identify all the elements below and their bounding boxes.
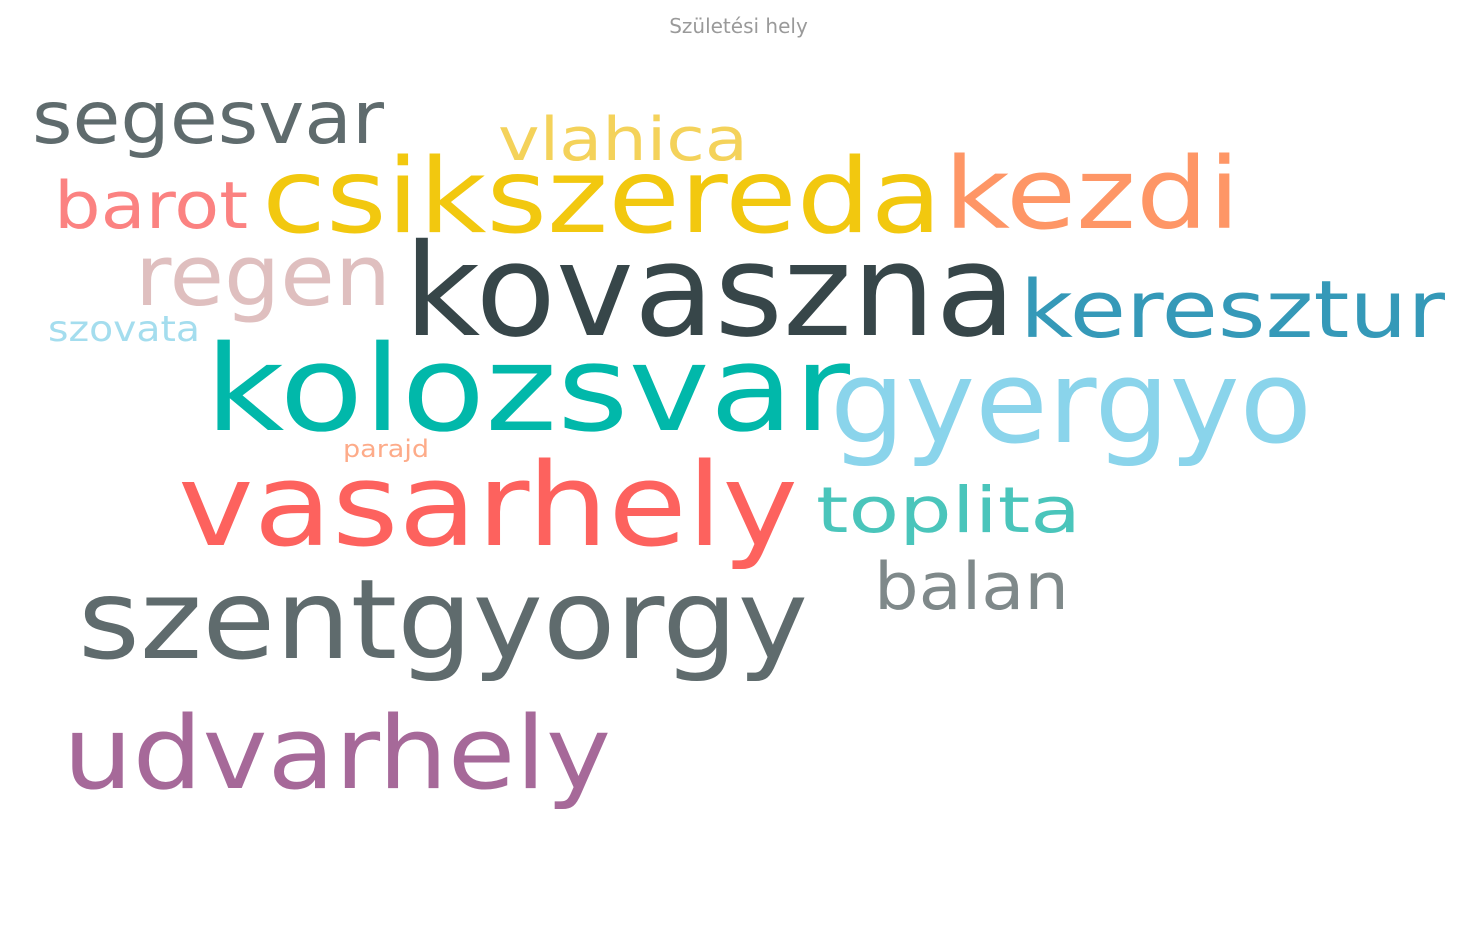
word-vlahica: vlahica	[498, 105, 748, 175]
word-regen: regen	[135, 227, 391, 326]
word-segesvar: segesvar	[32, 76, 385, 161]
word-toplita: toplita	[816, 474, 1081, 547]
word-barot: barot	[54, 169, 248, 244]
word-kolozsvar: kolozsvar	[205, 321, 850, 459]
word-szovata: szovata	[48, 309, 200, 350]
word-keresztur: keresztur	[1020, 264, 1446, 356]
word-udvarhely: udvarhely	[63, 694, 611, 812]
word-vasarhely: vasarhely	[178, 439, 798, 573]
word-balan: balan	[874, 550, 1069, 625]
word-kezdi: kezdi	[944, 137, 1240, 252]
word-parajd: parajd	[343, 435, 429, 463]
word-gyergyo: gyergyo	[830, 336, 1312, 470]
word-szentgyorgy: szentgyorgy	[78, 556, 808, 685]
chart-title: Születési hely	[669, 14, 808, 38]
word-kovaszna: kovaszna	[404, 217, 1016, 366]
word-csikszereda: csikszereda	[262, 137, 942, 257]
